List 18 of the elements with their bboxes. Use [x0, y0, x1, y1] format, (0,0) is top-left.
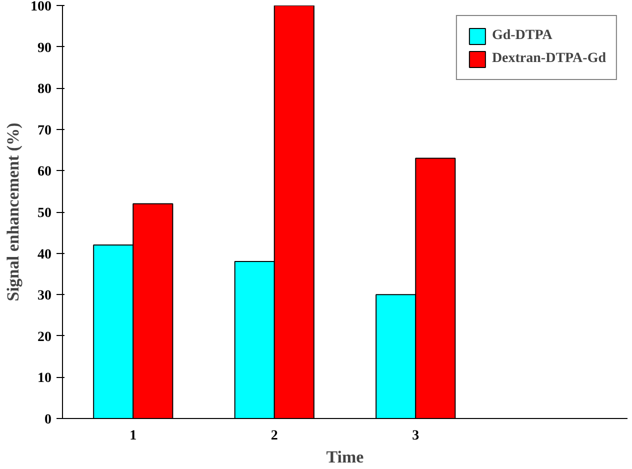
x-tick-label: 2 — [270, 428, 278, 444]
x-tick-label: 3 — [412, 428, 420, 444]
legend-label: Dextran-DTPA-Gd — [492, 51, 606, 67]
y-tick-label: 90 — [38, 40, 52, 56]
y-tick-label: 60 — [38, 164, 52, 180]
legend-label: Gd-DTPA — [492, 28, 552, 44]
y-tick-label: 0 — [44, 412, 52, 428]
x-axis-title: Time — [326, 448, 364, 466]
y-axis-title: Signal enhancement (%) — [4, 122, 22, 302]
y-tick-label: 100 — [30, 0, 52, 14]
y-tick-label: 40 — [38, 247, 52, 262]
x-tick-label: 1 — [130, 428, 137, 444]
y-tick-label: 50 — [38, 206, 52, 221]
y-tick-label: 10 — [38, 371, 52, 386]
y-tick-label: 70 — [38, 123, 52, 138]
y-tick-label: 20 — [38, 330, 52, 345]
y-tick-label: 80 — [38, 82, 52, 98]
y-tick-label: 30 — [38, 288, 52, 304]
